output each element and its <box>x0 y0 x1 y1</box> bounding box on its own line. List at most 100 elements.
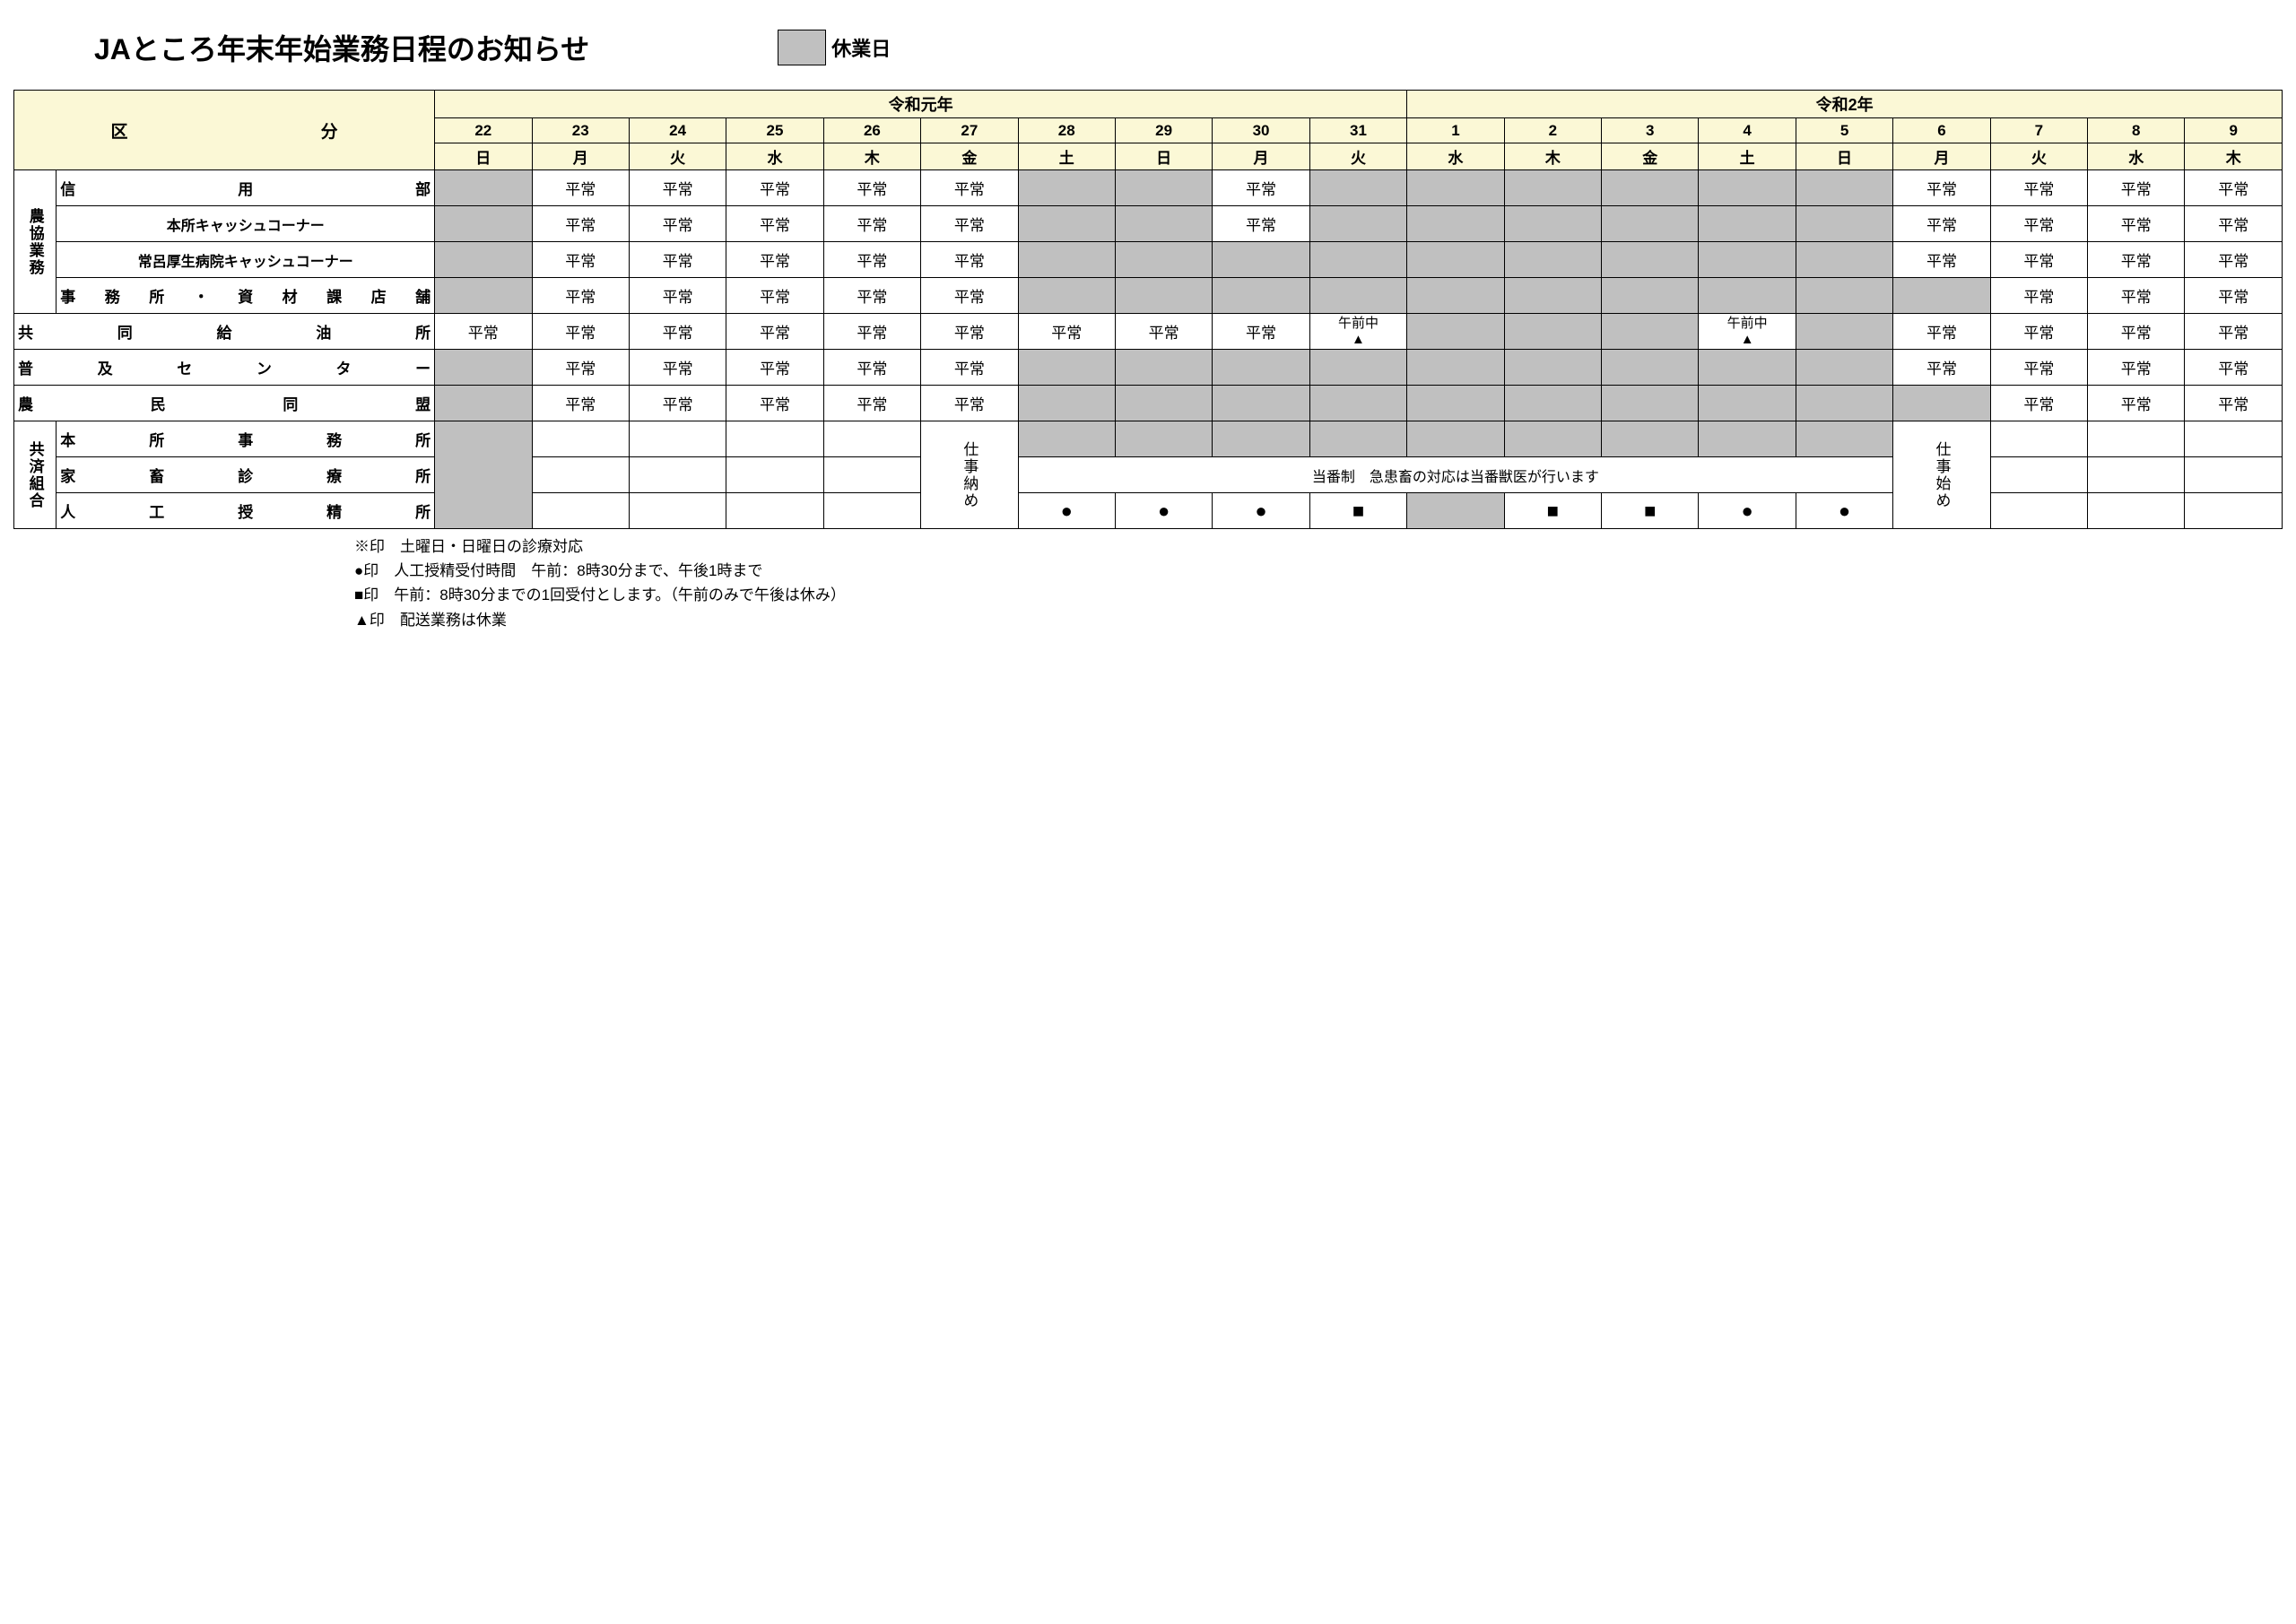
schedule-cell: 平常 <box>532 242 629 278</box>
footnote-3: ■印 午前：8時30分までの1回受付とします。（午前のみで午後は休み） <box>354 583 2283 607</box>
schedule-cell: 平常 <box>1893 206 1990 242</box>
legend: 休業日 <box>778 30 891 65</box>
schedule-cell <box>1018 206 1115 242</box>
schedule-cell: 平常 <box>629 386 726 421</box>
schedule-cell <box>1309 421 1406 457</box>
schedule-cell <box>1796 350 1892 386</box>
schedule-cell: 平常 <box>726 170 823 206</box>
schedule-cell <box>1213 350 1309 386</box>
schedule-cell: 平常 <box>532 278 629 314</box>
schedule-cell <box>1309 350 1406 386</box>
date-header: 28 <box>1018 118 1115 143</box>
schedule-cell: 平常 <box>2185 386 2283 421</box>
schedule-cell <box>1407 314 1504 350</box>
schedule-cell: 平常 <box>629 170 726 206</box>
dow-header: 火 <box>1990 143 2087 170</box>
schedule-cell <box>1504 170 1601 206</box>
schedule-cell: 平常 <box>2088 278 2185 314</box>
schedule-cell <box>2088 457 2185 493</box>
date-header: 27 <box>921 118 1018 143</box>
schedule-cell <box>1602 421 1699 457</box>
schedule-cell: 平常 <box>532 206 629 242</box>
schedule-cell <box>1115 386 1212 421</box>
row-label: 本所事務所 <box>57 421 435 457</box>
schedule-cell <box>1407 350 1504 386</box>
schedule-cell: 平常 <box>1213 206 1309 242</box>
dow-header: 土 <box>1018 143 1115 170</box>
schedule-cell: 平常 <box>532 386 629 421</box>
schedule-cell <box>1990 457 2087 493</box>
schedule-cell <box>2185 457 2283 493</box>
schedule-cell <box>1115 278 1212 314</box>
schedule-cell <box>435 421 532 529</box>
schedule-cell: 平常 <box>1893 314 1990 350</box>
schedule-cell: 平常 <box>532 170 629 206</box>
schedule-cell <box>1504 206 1601 242</box>
schedule-cell <box>1504 421 1601 457</box>
schedule-cell: ● <box>1796 493 1892 529</box>
schedule-cell: 平常 <box>1115 314 1212 350</box>
schedule-cell: 平常 <box>921 386 1018 421</box>
schedule-cell <box>1018 421 1115 457</box>
row-label: 普及センター <box>14 350 435 386</box>
schedule-cell <box>823 457 920 493</box>
schedule-cell: 平常 <box>1990 242 2087 278</box>
year-1-header: 令和元年 <box>435 91 1407 118</box>
schedule-cell <box>1699 206 1796 242</box>
schedule-cell <box>1699 350 1796 386</box>
schedule-cell <box>1602 170 1699 206</box>
row-label: 本所キャッシュコーナー <box>57 206 435 242</box>
schedule-cell <box>1407 242 1504 278</box>
schedule-cell: ● <box>1115 493 1212 529</box>
row-label: 家畜診療所 <box>57 457 435 493</box>
dow-header: 金 <box>1602 143 1699 170</box>
schedule-cell <box>1699 242 1796 278</box>
schedule-cell <box>1796 278 1892 314</box>
schedule-cell <box>2088 493 2185 529</box>
date-header: 2 <box>1504 118 1601 143</box>
schedule-cell: 平常 <box>2088 314 2185 350</box>
schedule-cell: 平常 <box>921 242 1018 278</box>
schedule-cell: 平常 <box>435 314 532 350</box>
schedule-cell: 平常 <box>2088 386 2185 421</box>
schedule-cell: 平常 <box>2088 170 2185 206</box>
schedule-cell <box>435 386 532 421</box>
schedule-cell: ■ <box>1309 493 1406 529</box>
schedule-cell <box>1796 242 1892 278</box>
schedule-cell <box>1309 170 1406 206</box>
schedule-cell: 平常 <box>921 206 1018 242</box>
schedule-cell: 平常 <box>1990 278 2087 314</box>
schedule-cell: 平常 <box>726 206 823 242</box>
schedule-cell: 平常 <box>921 170 1018 206</box>
schedule-cell <box>2088 421 2185 457</box>
schedule-cell: ■ <box>1602 493 1699 529</box>
year-2-header: 令和2年 <box>1407 91 2283 118</box>
schedule-cell <box>1990 493 2087 529</box>
date-header: 23 <box>532 118 629 143</box>
schedule-cell <box>629 457 726 493</box>
dow-header: 金 <box>921 143 1018 170</box>
schedule-cell <box>532 457 629 493</box>
date-header: 30 <box>1213 118 1309 143</box>
schedule-cell <box>532 493 629 529</box>
row-label: 人工授精所 <box>57 493 435 529</box>
category-header: 区 分 <box>14 91 435 170</box>
schedule-cell <box>1115 242 1212 278</box>
schedule-cell <box>1699 386 1796 421</box>
schedule-cell: 平常 <box>726 278 823 314</box>
schedule-cell <box>1504 278 1601 314</box>
schedule-table: 区 分 令和元年 令和2年 22232425262728293031123456… <box>13 90 2283 529</box>
schedule-cell <box>1309 386 1406 421</box>
schedule-cell: 平常 <box>1213 170 1309 206</box>
schedule-cell: 平常 <box>726 350 823 386</box>
schedule-cell <box>823 421 920 457</box>
schedule-cell: 平常 <box>823 314 920 350</box>
dow-header: 木 <box>2185 143 2283 170</box>
schedule-cell <box>1893 278 1990 314</box>
schedule-cell: 平常 <box>1990 350 2087 386</box>
legend-swatch <box>778 30 826 65</box>
date-header: 26 <box>823 118 920 143</box>
schedule-cell <box>1115 350 1212 386</box>
date-header: 7 <box>1990 118 2087 143</box>
schedule-cell <box>1796 386 1892 421</box>
